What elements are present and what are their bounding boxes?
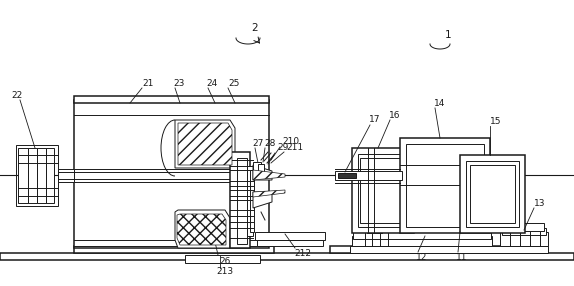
Text: 29: 29	[277, 144, 289, 152]
Bar	[237, 158, 247, 244]
Text: 17: 17	[369, 114, 381, 124]
Bar	[258, 164, 264, 174]
Text: 28: 28	[264, 138, 276, 148]
Text: 210: 210	[282, 138, 300, 146]
Bar	[353, 232, 491, 239]
Text: 1: 1	[445, 30, 451, 40]
Polygon shape	[175, 120, 235, 168]
Polygon shape	[175, 210, 230, 248]
Text: 13: 13	[534, 198, 546, 208]
Bar	[352, 236, 492, 246]
Bar	[185, 255, 260, 263]
Bar	[247, 166, 253, 236]
Bar	[466, 161, 519, 227]
Bar	[0, 253, 574, 260]
Bar	[470, 165, 515, 223]
Polygon shape	[253, 165, 272, 180]
Bar	[360, 158, 406, 223]
Text: 213: 213	[216, 267, 234, 277]
Text: 22: 22	[11, 90, 22, 100]
Bar	[335, 171, 402, 180]
Polygon shape	[178, 123, 232, 165]
Text: 23: 23	[173, 80, 185, 88]
Bar	[400, 138, 490, 233]
Polygon shape	[253, 192, 272, 208]
Bar	[350, 246, 548, 253]
Bar	[500, 232, 548, 246]
Bar	[502, 228, 546, 235]
Text: 12: 12	[416, 253, 428, 263]
Bar	[504, 223, 544, 231]
Bar	[369, 222, 380, 227]
Bar	[460, 155, 525, 233]
Text: 26: 26	[219, 257, 231, 267]
Bar	[46, 148, 54, 203]
Bar	[406, 144, 484, 227]
Text: 14: 14	[435, 98, 445, 108]
Text: 15: 15	[490, 116, 502, 126]
Bar	[358, 154, 408, 227]
Bar	[230, 152, 250, 248]
Bar	[255, 232, 325, 240]
Bar	[250, 170, 254, 232]
Text: 212: 212	[294, 249, 312, 259]
Text: 25: 25	[228, 80, 240, 88]
Bar	[16, 145, 58, 206]
Polygon shape	[177, 214, 226, 245]
Text: 11: 11	[456, 253, 468, 263]
Bar	[18, 148, 28, 203]
Text: 24: 24	[207, 80, 218, 88]
Bar	[74, 169, 249, 182]
Bar	[28, 148, 37, 203]
Bar	[74, 246, 274, 253]
Bar	[74, 100, 269, 248]
Polygon shape	[253, 190, 285, 197]
Bar	[37, 148, 46, 203]
Bar	[257, 240, 323, 246]
Bar	[367, 227, 382, 233]
Bar	[352, 148, 414, 233]
Text: 27: 27	[253, 138, 263, 148]
Bar	[253, 162, 261, 176]
Text: 21: 21	[142, 80, 154, 88]
Bar	[58, 169, 76, 182]
Text: 211: 211	[286, 142, 304, 152]
Text: 2: 2	[251, 23, 258, 33]
Bar	[338, 173, 356, 178]
Bar	[330, 246, 545, 253]
Text: 16: 16	[389, 110, 401, 120]
Polygon shape	[253, 170, 285, 180]
Bar	[74, 96, 269, 103]
